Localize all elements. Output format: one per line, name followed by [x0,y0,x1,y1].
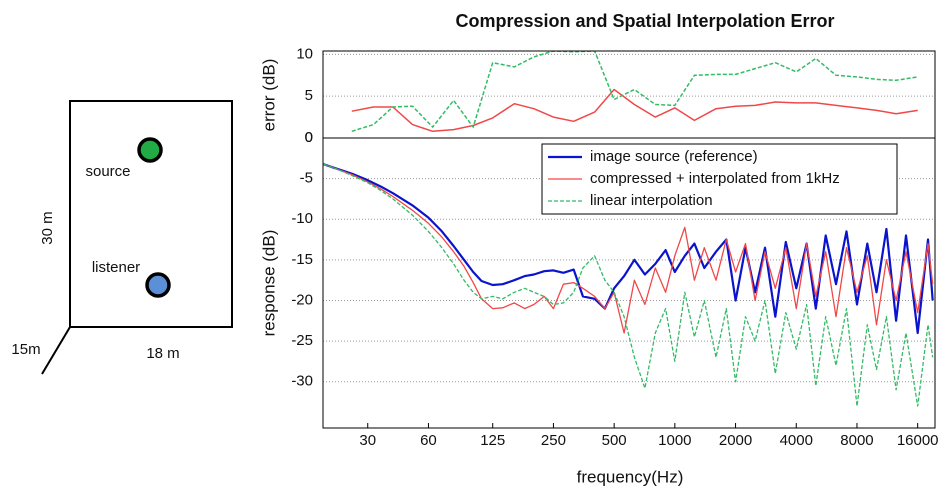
x-tick-label: 60 [420,432,437,449]
legend-label: compressed + interpolated from 1kHz [590,170,840,187]
series-group [323,162,934,407]
y-axis-label: error (dB) [259,59,278,132]
y-tick-label: -20 [291,291,313,308]
y-tick-label: -25 [291,332,313,349]
plot-frame [322,137,936,429]
width-label: 18 m [146,345,179,362]
series-line [323,162,934,335]
y-tick-label: 5 [305,87,313,104]
legend-label: linear interpolation [590,192,713,209]
listener-marker [145,272,171,298]
y-tick-label: -15 [291,251,313,268]
x-tick-label: 2000 [719,432,752,449]
y-tick-label: -5 [300,170,313,187]
x-tick-label: 1000 [658,432,691,449]
room [69,100,233,328]
x-tick-label: 16000 [897,432,939,449]
x-tick-label: 125 [480,432,505,449]
depth-line [41,326,71,375]
x-tick-label: 4000 [780,432,813,449]
x-tick-label: 250 [541,432,566,449]
depth-label: 15m [11,341,40,358]
source-label: source [85,163,130,180]
chart-title: Compression and Spatial Interpolation Er… [455,11,834,31]
series-line [323,163,934,407]
y-tick-label: 0 [305,129,313,146]
series-line [323,163,934,334]
height-label: 30 m [39,211,56,244]
y-tick-label: -10 [291,210,313,227]
y-tick-label: -30 [291,373,313,390]
series-group [351,51,918,133]
y-axis-label: response (dB) [259,230,278,337]
y-tick-label: 0 [305,129,313,146]
series-line [351,88,918,133]
y-tick-label: 10 [296,45,313,62]
listener-label: listener [92,259,140,276]
legend-label: image source (reference) [590,148,758,165]
x-tick-label: 8000 [840,432,873,449]
x-axis-label: frequency(Hz) [577,467,684,486]
series-line [351,51,918,133]
legend-box [541,143,898,215]
source-marker [137,137,163,163]
room-diagram: source listener 30 m 18 m 15m [11,100,233,375]
x-tick-label: 500 [602,432,627,449]
x-tick-label: 30 [359,432,376,449]
